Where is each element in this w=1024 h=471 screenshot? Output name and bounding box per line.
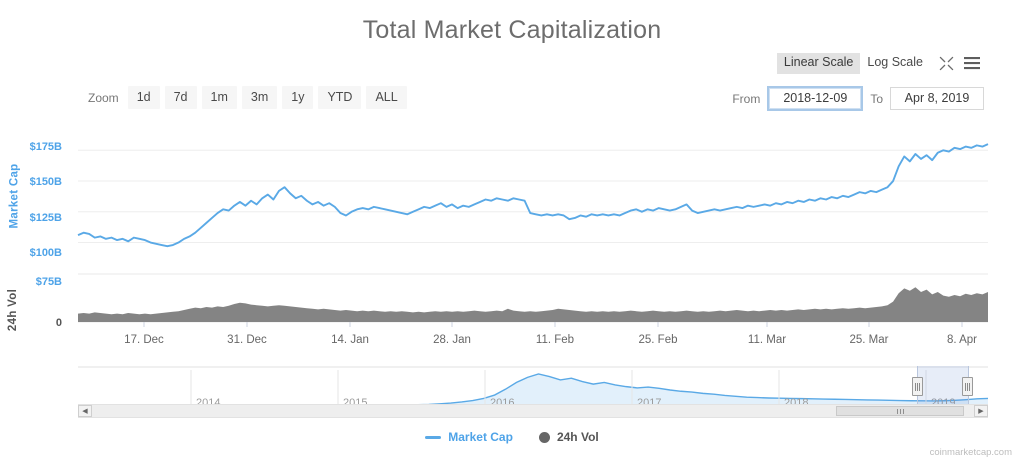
x-tick-2: 14. Jan bbox=[331, 334, 369, 346]
x-tick-3: 28. Jan bbox=[433, 334, 471, 346]
zoom-button-1m[interactable]: 1m bbox=[201, 86, 237, 110]
chart-legend: Market Cap 24h Vol bbox=[0, 430, 1024, 444]
y-tick-100b: $100B bbox=[29, 247, 62, 259]
zoom-button-7d[interactable]: 7d bbox=[164, 86, 197, 110]
y-tick-175b: $175B bbox=[29, 141, 62, 153]
to-label: To bbox=[870, 91, 883, 106]
zoom-button-ytd[interactable]: YTD bbox=[318, 86, 362, 110]
range-handle-right-icon[interactable] bbox=[962, 377, 973, 396]
from-label: From bbox=[732, 91, 761, 106]
zoom-range-selector: Zoom 1d 7d 1m 3m 1y YTD ALL bbox=[88, 86, 412, 110]
from-date-input[interactable] bbox=[767, 86, 864, 111]
y-tick-vol-75b: $75B bbox=[35, 276, 62, 288]
fullscreen-icon[interactable] bbox=[936, 53, 956, 73]
legend-item-market-cap[interactable]: Market Cap bbox=[425, 430, 513, 444]
legend-dot-marker-icon bbox=[538, 431, 550, 443]
x-tick-8: 8. Apr bbox=[946, 334, 978, 346]
legend-line-marker-icon bbox=[425, 435, 442, 439]
y-tick-125b: $125B bbox=[29, 212, 62, 224]
scroll-left-arrow-icon[interactable]: ◀ bbox=[78, 405, 92, 417]
zoom-button-1d[interactable]: 1d bbox=[127, 86, 160, 110]
chart-svg-canvas bbox=[77, 143, 989, 327]
x-tick-4: 11. Feb bbox=[535, 334, 575, 346]
x-tick-0: 17. Dec bbox=[124, 334, 164, 346]
date-range-controls: From To bbox=[725, 86, 984, 111]
x-tick-6: 11. Mar bbox=[747, 334, 787, 346]
range-handle-left-icon[interactable] bbox=[912, 377, 923, 396]
linear-scale-button[interactable]: Linear Scale bbox=[776, 53, 861, 74]
zoom-button-1y[interactable]: 1y bbox=[282, 86, 314, 110]
x-tick-5: 25. Feb bbox=[638, 334, 678, 346]
watermark: coinmarketcap.com bbox=[929, 447, 1012, 458]
x-tick-7: 25. Mar bbox=[849, 334, 889, 346]
legend-item-24h-vol[interactable]: 24h Vol bbox=[538, 430, 599, 444]
scale-toolbar: Linear Scale Log Scale bbox=[776, 53, 982, 74]
legend-label-market-cap: Market Cap bbox=[448, 430, 513, 444]
scrollbar-thumb[interactable] bbox=[836, 406, 964, 416]
navigator-scrollbar[interactable]: ◀ ▶ bbox=[78, 404, 988, 418]
x-tick-1: 31. Dec bbox=[227, 334, 267, 346]
y-tick-vol-0: 0 bbox=[55, 317, 62, 329]
log-scale-button[interactable]: Log Scale bbox=[860, 53, 930, 74]
zoom-label: Zoom bbox=[88, 90, 119, 105]
y-tick-150b: $150B bbox=[29, 176, 62, 188]
legend-label-24h-vol: 24h Vol bbox=[556, 430, 599, 444]
zoom-button-3m[interactable]: 3m bbox=[241, 86, 278, 110]
zoom-button-all[interactable]: ALL bbox=[366, 86, 407, 110]
chart-plot-area[interactable]: Market Cap 24h Vol $175B $150B $125B $10… bbox=[0, 126, 1024, 346]
page-title: Total Market Capitalization bbox=[362, 16, 662, 44]
scroll-right-arrow-icon[interactable]: ▶ bbox=[974, 405, 988, 417]
hamburger-menu-icon[interactable] bbox=[962, 53, 982, 73]
to-date-input[interactable] bbox=[890, 87, 984, 110]
